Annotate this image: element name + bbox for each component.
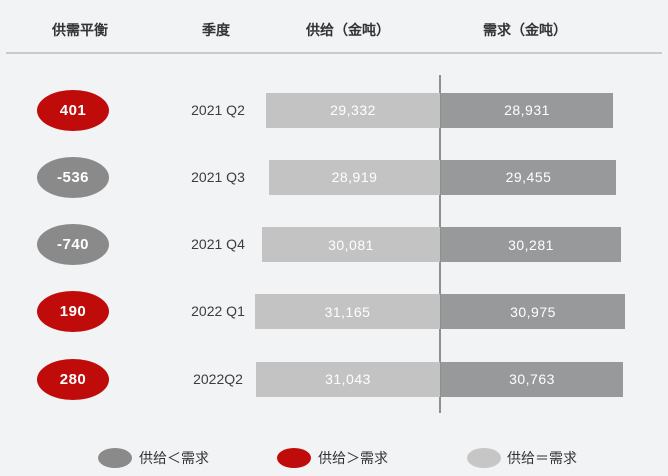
header-divider-line	[6, 52, 662, 54]
demand-bar: 29,455	[441, 159, 616, 195]
quarter-label: 2021 Q3	[191, 168, 245, 185]
demand-value: 29,455	[505, 169, 552, 186]
demand-value: 28,931	[504, 102, 550, 118]
balance-value: -536	[56, 168, 90, 186]
quarter-label: 2021 Q2	[191, 101, 245, 118]
table-row: 401 2021 Q2 29,332 28,931	[0, 89, 668, 131]
demand-bar: 30,763	[441, 361, 623, 397]
balance-value: 190	[59, 303, 87, 321]
demand-value: 30,975	[510, 303, 556, 320]
supply-value: 28,919	[331, 169, 378, 186]
supply-bar: 31,165	[255, 294, 440, 330]
legend-deficit-label: 供给＜需求	[139, 450, 209, 466]
quarter-label: 2021 Q4	[191, 236, 245, 252]
legend-surplus-ellipse-icon	[277, 448, 311, 468]
table-row: -536 2021 Q3 28,919 29,455	[0, 156, 668, 198]
balance-badge: 280	[37, 358, 109, 400]
quarter-label: 2022Q2	[193, 370, 243, 387]
supply-value: 31,043	[325, 371, 371, 387]
table-row: 190 2022 Q1 31,165 30,975	[0, 291, 668, 333]
demand-value: 30,281	[508, 236, 554, 253]
balance-value: -740	[56, 236, 90, 253]
demand-bar: 28,931	[441, 92, 613, 128]
legend-equal-ellipse-icon	[467, 448, 501, 468]
table-row: -740 2021 Q4 30,081 30,281	[0, 224, 668, 265]
column-header-quarter: 季度	[202, 22, 230, 38]
supply-value: 30,081	[328, 236, 374, 253]
column-header-supply: 供给（金吨）	[306, 22, 390, 38]
balance-badge: -536	[37, 156, 109, 198]
supply-value: 29,332	[330, 102, 376, 118]
demand-bar: 30,281	[441, 227, 621, 262]
column-header-balance: 供需平衡	[52, 22, 108, 38]
demand-bar: 30,975	[441, 294, 625, 330]
center-axis-line	[439, 75, 441, 413]
balance-value: 401	[59, 101, 87, 119]
legend-deficit-ellipse-icon	[98, 448, 132, 468]
quarter-label: 2022 Q1	[191, 303, 245, 320]
balance-badge: -740	[37, 224, 109, 265]
supply-value: 31,165	[324, 303, 371, 320]
balance-value: 280	[59, 370, 87, 388]
supply-bar: 30,081	[262, 227, 440, 262]
supply-bar: 28,919	[269, 159, 440, 195]
balance-badge: 190	[37, 291, 109, 333]
supply-bar: 31,043	[256, 361, 440, 397]
column-header-demand: 需求（金吨）	[483, 22, 567, 38]
legend-equal-label: 供给＝需求	[507, 450, 577, 466]
demand-value: 30,763	[509, 371, 555, 387]
table-row: 280 2022Q2 31,043 30,763	[0, 358, 668, 400]
supply-bar: 29,332	[266, 92, 440, 128]
balance-badge: 401	[37, 89, 109, 131]
legend-surplus-label: 供给＞需求	[318, 450, 388, 466]
